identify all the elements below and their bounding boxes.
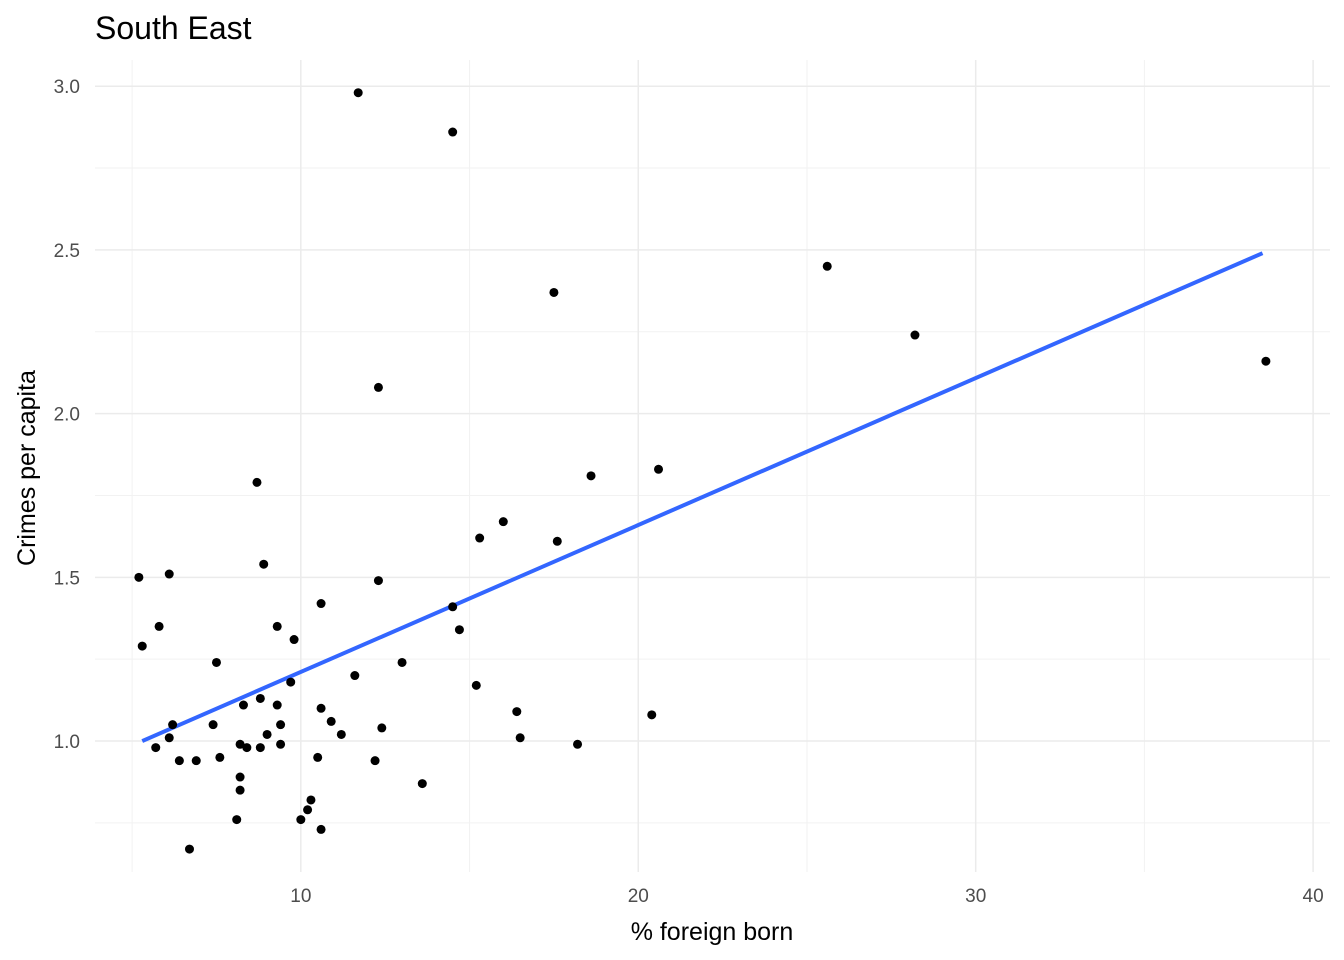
data-point [654,464,664,474]
data-point [276,720,286,730]
y-axis-ticks: 1.0 1.5 2.0 2.5 3.0 [54,77,80,753]
data-point [454,625,464,635]
data-point [316,703,326,713]
data-point [377,723,387,733]
data-point [353,88,363,98]
data-point [191,756,201,766]
data-point [215,752,225,762]
x-tick-label: 30 [965,886,986,907]
data-point [164,733,174,743]
data-point [498,517,508,527]
data-point [448,127,458,137]
data-point [573,739,583,749]
data-point [238,700,248,710]
data-point [515,733,525,743]
y-tick-label: 3.0 [54,77,80,98]
data-point [316,599,326,609]
y-tick-label: 2.0 [54,405,80,426]
data-point [512,707,522,717]
data-point [316,824,326,834]
data-point [373,382,383,392]
data-point [822,261,832,271]
data-point [313,752,323,762]
data-point [1261,356,1271,366]
data-point [350,671,360,681]
data-point [164,569,174,579]
x-tick-label: 10 [290,886,311,907]
data-point [417,779,427,789]
x-axis-title: % foreign born [631,918,794,946]
data-point [373,576,383,586]
data-point [303,805,313,815]
data-point [184,844,194,854]
data-point [168,720,178,730]
data-point [475,533,485,543]
trend-line-group [141,251,1264,743]
data-point [235,772,245,782]
y-axis-title: Crimes per capita [13,370,41,566]
data-point [137,641,147,651]
y-tick-label: 1.5 [54,568,80,589]
data-point [259,559,269,569]
y-tick-label: 1.0 [54,732,80,753]
data-point [235,739,245,749]
x-tick-label: 40 [1303,886,1324,907]
data-point [272,700,282,710]
data-point [289,635,299,645]
data-point [286,677,296,687]
data-point [448,602,458,612]
data-point [910,330,920,340]
chart-title: South East [95,10,252,46]
data-point [471,680,481,690]
data-point [336,729,346,739]
data-point [306,795,316,805]
minor-gridlines [95,60,1330,872]
data-point [397,657,407,667]
data-point [242,743,252,753]
data-point [151,743,161,753]
data-point [647,710,657,720]
data-point [326,716,336,726]
data-point [552,536,562,546]
x-axis-ticks: 10 20 30 40 [290,886,1323,907]
data-point [211,657,221,667]
data-point [255,693,265,703]
data-points [134,88,1271,854]
x-tick-label: 20 [628,886,649,907]
data-point [276,739,286,749]
data-point [255,743,265,753]
trend-line [141,251,1264,743]
data-point [208,720,218,730]
data-point [252,477,262,487]
data-point [134,572,144,582]
data-point [296,815,306,825]
major-gridlines [95,60,1330,872]
data-point [586,471,596,481]
data-point [549,287,559,297]
data-point [235,785,245,795]
data-point [370,756,380,766]
data-point [262,729,272,739]
data-point [174,756,184,766]
data-point [272,621,282,631]
y-tick-label: 2.5 [54,241,80,262]
data-point [154,621,164,631]
data-point [232,815,242,825]
